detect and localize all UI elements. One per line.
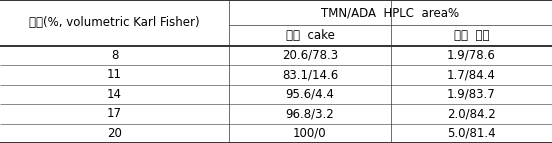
Text: 수분(%, volumetric Karl Fisher): 수분(%, volumetric Karl Fisher) [29, 16, 200, 29]
Text: 1.9/78.6: 1.9/78.6 [447, 49, 496, 62]
Text: 여과  cake: 여과 cake [285, 29, 335, 42]
Text: 14: 14 [107, 88, 122, 101]
Text: 20.6/78.3: 20.6/78.3 [282, 49, 338, 62]
Text: 11: 11 [107, 68, 122, 81]
Text: 100/0: 100/0 [293, 127, 327, 140]
Text: 20: 20 [107, 127, 122, 140]
Text: 2.0/84.2: 2.0/84.2 [447, 107, 496, 120]
Text: 여과  여액: 여과 여액 [454, 29, 489, 42]
Text: 1.9/83.7: 1.9/83.7 [447, 88, 496, 101]
Text: 1.7/84.4: 1.7/84.4 [447, 68, 496, 81]
Text: 5.0/81.4: 5.0/81.4 [447, 127, 496, 140]
Text: 8: 8 [111, 49, 118, 62]
Text: 95.6/4.4: 95.6/4.4 [285, 88, 335, 101]
Text: 17: 17 [107, 107, 122, 120]
Text: TMN/ADA  HPLC  area%: TMN/ADA HPLC area% [321, 6, 460, 19]
Text: 96.8/3.2: 96.8/3.2 [285, 107, 335, 120]
Text: 83.1/14.6: 83.1/14.6 [282, 68, 338, 81]
